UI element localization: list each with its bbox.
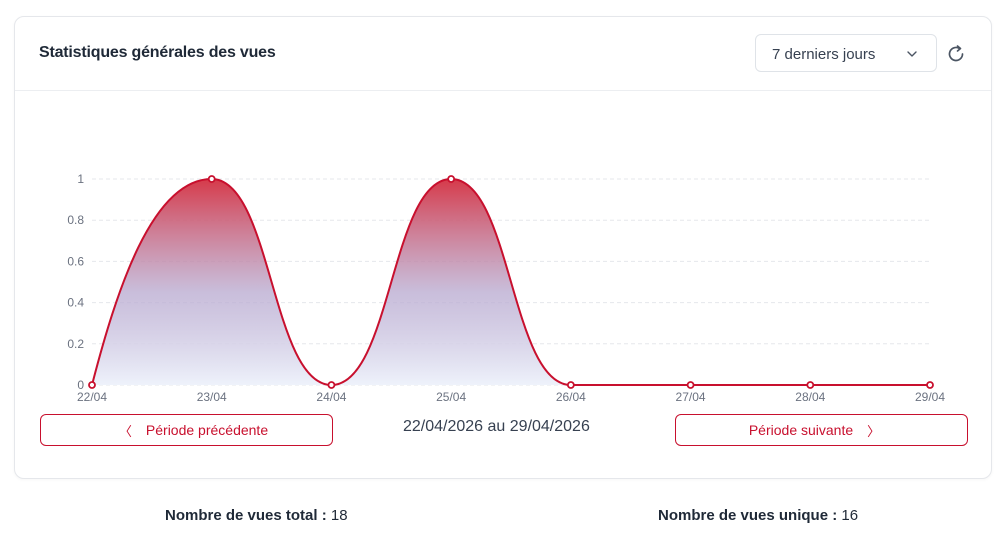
period-select[interactable]: 7 derniers jours: [755, 34, 937, 72]
y-tick-label: 0.4: [67, 296, 84, 310]
total-views-stat: Nombre de vues total : 18: [165, 507, 348, 524]
chevron-left-icon: 〈: [118, 423, 132, 439]
previous-period-button[interactable]: 〈 Période précédente: [40, 414, 333, 446]
chevron-right-icon: 〉: [867, 423, 881, 439]
data-point: [447, 175, 456, 183]
x-tick-label: 29/04: [915, 390, 945, 404]
data-point: [88, 381, 96, 389]
refresh-icon[interactable]: [945, 43, 967, 65]
y-tick-label: 1: [77, 172, 84, 186]
card-title: Statistiques générales des vues: [39, 44, 276, 61]
x-tick-label: 23/04: [197, 390, 227, 404]
card-header: Statistiques générales des vues 7 dernie…: [15, 17, 991, 91]
unique-views-stat: Nombre de vues unique : 16: [658, 507, 858, 524]
total-views-value: 18: [330, 507, 348, 524]
y-tick-label: 0.8: [67, 213, 84, 227]
x-tick-label: 27/04: [676, 390, 706, 404]
data-point: [207, 175, 216, 183]
next-period-button[interactable]: Période suivante 〉: [675, 414, 968, 446]
data-points: [88, 175, 934, 389]
stats-card: Statistiques générales des vues 7 dernie…: [14, 16, 992, 479]
chevron-down-icon: [907, 51, 917, 57]
previous-period-label: Période précédente: [145, 422, 269, 438]
y-tick-label: 0.2: [67, 337, 84, 351]
x-axis: 22/04 23/04 24/04 25/04 26/04 27/04 28/04 29/04: [77, 390, 945, 404]
total-views-label: Nombre de vues total :: [165, 507, 327, 524]
x-tick-label: 24/04: [316, 390, 346, 404]
next-period-label: Période suivante: [748, 422, 854, 438]
y-tick-label: 0.6: [67, 254, 84, 268]
x-tick-label: 28/04: [795, 390, 825, 404]
views-chart: 0 0.2 0.4 0.6 0.8 1 22/04 23/04 24/04 25/04 26/04…: [67, 172, 945, 404]
data-point: [686, 381, 695, 389]
data-point: [327, 381, 336, 389]
unique-views-label: Nombre de vues unique :: [658, 507, 838, 524]
unique-views-value: 16: [841, 507, 859, 524]
y-tick-label: 0: [77, 378, 84, 392]
y-axis: 0 0.2 0.4 0.6 0.8 1: [67, 172, 84, 392]
period-select-value: 7 derniers jours: [772, 46, 876, 63]
data-point: [926, 381, 934, 389]
x-tick-label: 26/04: [556, 390, 586, 404]
date-range: 22/04/2026 au 29/04/2026: [403, 418, 590, 435]
x-tick-label: 22/04: [77, 390, 107, 404]
data-point: [806, 381, 815, 389]
data-point: [566, 381, 575, 389]
x-tick-label: 25/04: [436, 390, 466, 404]
